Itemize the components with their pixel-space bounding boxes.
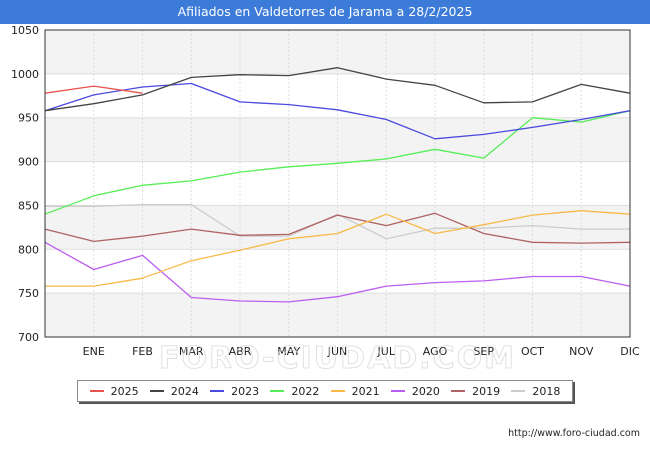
chart-title: Afiliados en Valdetorres de Jarama a 28/… (0, 0, 650, 24)
legend-item-2021: 2021 (330, 384, 380, 398)
series-line-2024 (44, 67, 631, 112)
legend-swatch (89, 390, 104, 392)
x-tick-label: JUL (377, 345, 396, 358)
series-line-2025 (44, 85, 143, 94)
legend-label: 2023 (231, 384, 260, 398)
x-tick-label: ABR (229, 345, 252, 358)
legend-item-2019: 2019 (451, 385, 500, 398)
legend-swatch (451, 390, 466, 392)
x-tick-label: FEB (132, 345, 153, 358)
series-line-2023 (44, 82, 631, 140)
legend-item-2018: 2018 (511, 385, 560, 398)
source-url: http://www.foro-ciudad.com (508, 428, 640, 439)
y-tick-label: 950 (18, 112, 39, 125)
legend-item-2020: 2020 (390, 384, 440, 398)
y-tick-label: 850 (18, 199, 39, 212)
legend-swatch (210, 390, 225, 392)
legend-swatch (270, 390, 285, 392)
y-tick-label: 900 (18, 156, 39, 169)
series-line-2022 (44, 110, 631, 215)
legend-label: 2019 (472, 384, 501, 398)
x-tick-label: DIC (620, 345, 640, 358)
x-tick-label: AGO (423, 345, 448, 358)
x-tick-label: JUN (327, 345, 348, 358)
y-tick-label: 800 (18, 243, 39, 256)
x-tick-label: SEP (473, 345, 494, 358)
series-line-2019 (44, 212, 631, 244)
legend-item-2023: 2023 (210, 385, 259, 398)
y-tick-label: 1050 (11, 24, 39, 37)
x-tick-label: MAY (277, 345, 300, 358)
y-tick-label: 750 (18, 287, 39, 300)
legend-label: 2020 (411, 384, 440, 398)
legend-label: 2025 (110, 384, 139, 398)
series-line-2021 (45, 210, 631, 287)
watermark: FORO-CIUDAD.COM (159, 341, 516, 376)
legend-label: 2021 (351, 384, 380, 398)
legend-swatch (390, 390, 405, 392)
legend-item-2024: 2024 (149, 384, 199, 398)
x-tick-label: NOV (569, 345, 594, 358)
chart-legend: 2025 2024 2023 2022 2021 2020 2019 2018 (77, 380, 573, 402)
x-tick-label: OCT (521, 345, 544, 358)
legend-swatch (511, 390, 526, 392)
y-tick-label: 700 (18, 331, 39, 344)
legend-swatch (149, 390, 164, 392)
series-line-2018 (45, 203, 630, 240)
series-line-2020 (44, 241, 631, 303)
legend-swatch (330, 390, 345, 392)
x-tick-label: ENE (83, 345, 105, 358)
legend-label: 2018 (532, 384, 561, 398)
legend-item-2025: 2025 (89, 384, 139, 398)
legend-item-2022: 2022 (270, 385, 319, 398)
y-tick-label: 1000 (11, 68, 39, 81)
x-tick-label: MAR (179, 345, 204, 358)
plot-border (44, 29, 631, 338)
legend-label: 2024 (170, 384, 199, 398)
legend-label: 2022 (291, 384, 320, 398)
